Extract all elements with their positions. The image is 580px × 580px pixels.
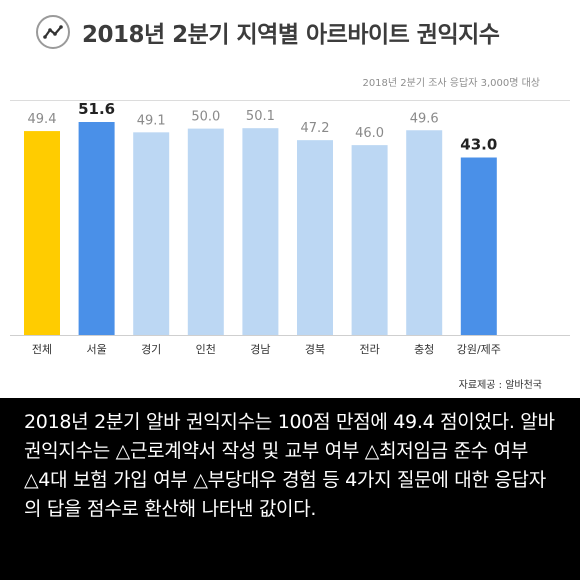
bar-7 [351, 145, 388, 335]
bar-chart: 49.4 51.6 49.1 50.0 50.1 47.2 46.0 49.6 43.0 전체 서… [10, 100, 570, 356]
bar-9 [460, 157, 497, 335]
category-label-5: 경남 [250, 343, 270, 356]
caption-panel: 2018년 2분기 알바 권익지수는 100점 만점에 49.4 점이었다. 알… [0, 398, 580, 580]
bar-3 [133, 132, 170, 335]
trend-line-icon [36, 15, 70, 49]
bars-group [24, 122, 497, 335]
value-label-3: 49.1 [137, 113, 166, 128]
value-label-5: 50.1 [246, 109, 275, 124]
chart-title: 2018년 2분기 지역별 아르바이트 권익지수 [82, 22, 500, 48]
value-label-9: 43.0 [460, 136, 497, 154]
category-label-1: 전체 [32, 343, 52, 356]
value-labels-group: 49.4 51.6 49.1 50.0 50.1 47.2 46.0 49.6 43.0 [28, 100, 498, 154]
survey-note: 2018년 2분기 조사 응답자 3,000명 대상 [362, 78, 540, 89]
value-label-6: 47.2 [301, 121, 330, 136]
category-labels-group: 전체 서울 경기 인천 경남 경북 전라 충청 강원/제주 [32, 342, 501, 356]
bar-2 [78, 122, 115, 335]
category-label-4: 인천 [196, 342, 216, 356]
bar-6 [297, 140, 333, 335]
divider [10, 100, 570, 101]
category-label-7: 전라 [359, 343, 379, 356]
value-label-7: 46.0 [355, 126, 384, 141]
value-label-1: 49.4 [28, 112, 57, 127]
title-row: 2018년 2분기 지역별 아르바이트 권익지수 [36, 12, 500, 52]
category-label-8: 충청 [414, 343, 434, 356]
category-label-6: 경북 [305, 343, 325, 356]
category-label-2: 서울 [86, 343, 106, 356]
value-label-2: 51.6 [78, 100, 115, 118]
category-label-9: 강원/제주 [457, 343, 501, 356]
caption-text: 2018년 2분기 알바 권익지수는 100점 만점에 49.4 점이었다. 알… [24, 411, 555, 520]
category-label-3: 경기 [141, 343, 161, 356]
value-label-4: 50.0 [191, 110, 220, 125]
bar-4 [187, 128, 224, 335]
bar-5 [242, 128, 279, 335]
bar-1 [24, 131, 60, 335]
source-credit: 자료제공 : 알바천국 [458, 380, 542, 391]
value-label-8: 49.6 [410, 111, 439, 126]
bar-8 [406, 130, 443, 335]
